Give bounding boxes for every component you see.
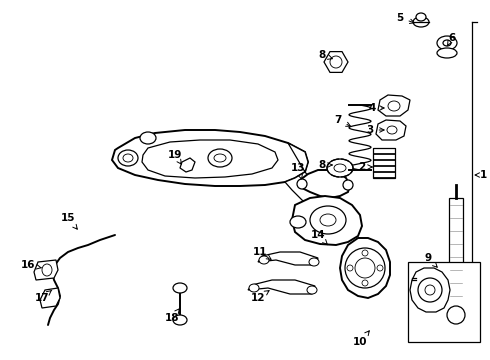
Ellipse shape [140, 132, 156, 144]
Polygon shape [40, 288, 60, 308]
Text: 13: 13 [291, 163, 305, 179]
Text: 8: 8 [318, 50, 332, 60]
Ellipse shape [416, 13, 426, 21]
Ellipse shape [334, 164, 346, 172]
Ellipse shape [425, 285, 435, 295]
Ellipse shape [355, 258, 375, 278]
Bar [449, 198, 463, 308]
Bar [408, 262, 480, 342]
Ellipse shape [387, 126, 397, 134]
Ellipse shape [173, 283, 187, 293]
Ellipse shape [307, 286, 317, 294]
Text: 1: 1 [475, 170, 487, 180]
Ellipse shape [208, 149, 232, 167]
Text: 6: 6 [447, 33, 456, 46]
Polygon shape [378, 95, 410, 116]
Polygon shape [300, 170, 350, 198]
Ellipse shape [297, 179, 307, 189]
Ellipse shape [443, 40, 451, 46]
Text: 12: 12 [251, 291, 269, 303]
Ellipse shape [249, 284, 259, 292]
Bar [373, 148, 395, 178]
Ellipse shape [437, 36, 457, 50]
Ellipse shape [330, 56, 342, 68]
Ellipse shape [259, 256, 269, 264]
Polygon shape [340, 238, 390, 298]
Bar [373, 172, 395, 177]
Ellipse shape [413, 17, 429, 27]
Polygon shape [112, 130, 308, 186]
Text: 4: 4 [368, 103, 384, 113]
Text: 15: 15 [61, 213, 77, 229]
Ellipse shape [343, 180, 353, 190]
Text: 17: 17 [35, 290, 52, 303]
Polygon shape [376, 120, 406, 140]
Ellipse shape [388, 101, 400, 111]
Polygon shape [324, 51, 348, 72]
Ellipse shape [377, 265, 383, 271]
Polygon shape [285, 143, 328, 210]
Ellipse shape [447, 306, 465, 324]
Text: 7: 7 [334, 115, 350, 126]
Polygon shape [142, 140, 278, 178]
Ellipse shape [418, 278, 442, 302]
Ellipse shape [309, 258, 319, 266]
Ellipse shape [290, 216, 306, 228]
Polygon shape [292, 196, 362, 245]
Text: 18: 18 [165, 308, 180, 323]
Text: 11: 11 [253, 247, 271, 260]
Ellipse shape [173, 315, 187, 325]
Text: 16: 16 [21, 260, 41, 270]
Text: 19: 19 [168, 150, 182, 164]
Ellipse shape [437, 48, 457, 58]
Ellipse shape [345, 248, 385, 288]
Ellipse shape [118, 150, 138, 166]
Bar [373, 154, 395, 159]
Text: 3: 3 [367, 125, 384, 135]
Text: 2: 2 [358, 162, 372, 172]
Ellipse shape [347, 265, 353, 271]
Ellipse shape [320, 214, 336, 226]
Text: 5: 5 [396, 13, 415, 23]
Polygon shape [248, 280, 315, 294]
Ellipse shape [214, 154, 226, 162]
Bar [373, 148, 395, 153]
Polygon shape [180, 158, 195, 172]
Text: 10: 10 [353, 331, 369, 347]
Ellipse shape [42, 264, 52, 276]
Polygon shape [258, 252, 318, 265]
Text: 9: 9 [424, 253, 437, 267]
Ellipse shape [123, 154, 133, 162]
Ellipse shape [362, 250, 368, 256]
Bar [373, 160, 395, 165]
Text: 8: 8 [318, 160, 332, 170]
Ellipse shape [327, 159, 353, 177]
Polygon shape [410, 268, 450, 312]
Text: 14: 14 [311, 230, 328, 245]
Bar [373, 166, 395, 171]
Ellipse shape [310, 206, 346, 234]
Ellipse shape [362, 280, 368, 286]
Polygon shape [34, 260, 58, 280]
